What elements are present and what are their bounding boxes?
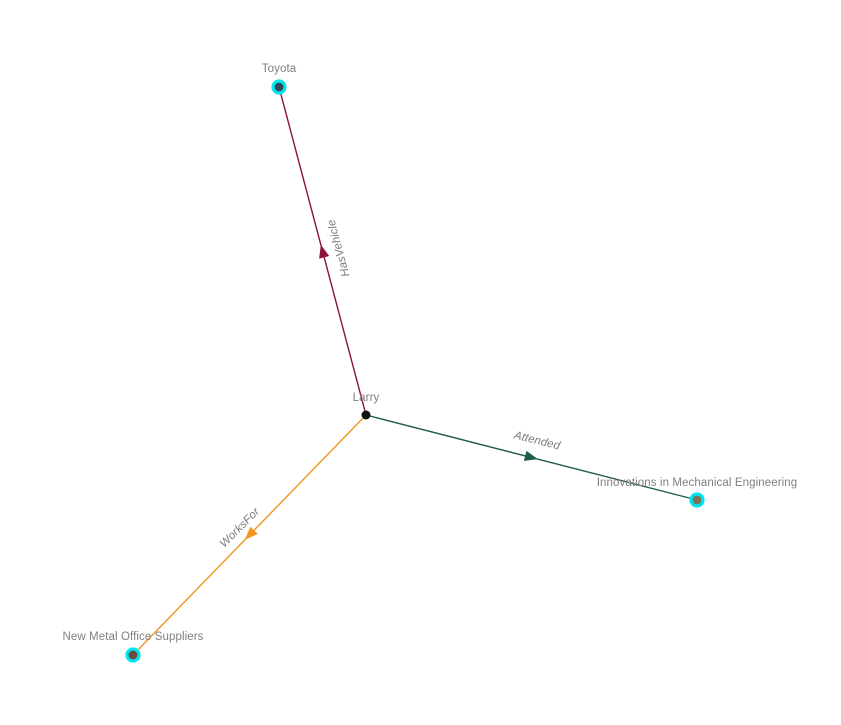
node-marker-suppliers[interactable]: [125, 647, 141, 663]
node-label-larry: Larry: [352, 392, 380, 404]
edge-arrowhead-worksfor: [244, 526, 258, 540]
node-label-innovations: Innovations in Mechanical Engineering: [596, 477, 798, 489]
node-label-toyota: Toyota: [261, 63, 297, 75]
edge-arrowhead-hasvehicle: [319, 244, 330, 259]
edges-group: [132, 86, 698, 656]
edge-arrowhead-attended: [523, 450, 538, 461]
node-marker-larry[interactable]: [361, 410, 371, 420]
node-marker-innovations[interactable]: [689, 492, 705, 508]
node-label-suppliers: New Metal Office Suppliers: [62, 631, 204, 643]
nodes-group: [125, 79, 705, 663]
node-marker-toyota[interactable]: [271, 79, 287, 95]
